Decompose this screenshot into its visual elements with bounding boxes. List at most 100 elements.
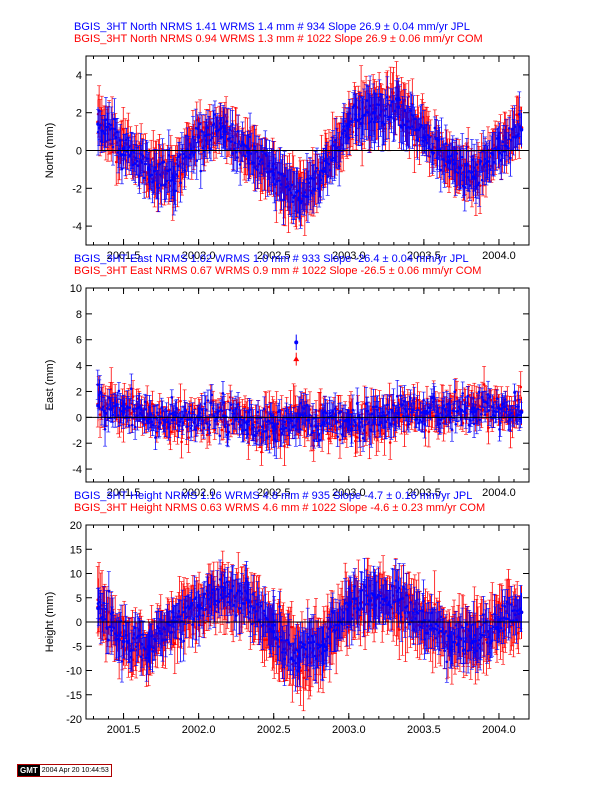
data-point	[338, 438, 342, 442]
data-point	[455, 152, 459, 155]
sample-point	[297, 197, 302, 202]
data-point	[420, 124, 424, 127]
data-point	[296, 189, 299, 193]
data-point	[168, 168, 171, 171]
plot-area	[96, 61, 524, 236]
y-tick-label: 4	[76, 70, 82, 82]
data-point	[184, 155, 187, 158]
data-point	[239, 144, 243, 147]
data-point	[213, 428, 217, 432]
data-point	[187, 156, 190, 159]
sample-point	[447, 160, 452, 164]
data-point	[217, 128, 221, 132]
sample-point	[171, 175, 175, 179]
data-point	[138, 174, 141, 178]
data-point	[291, 200, 295, 204]
data-point	[195, 159, 199, 163]
data-point	[315, 166, 319, 170]
data-point	[304, 195, 308, 198]
data-point	[358, 117, 362, 121]
data-point	[173, 426, 176, 429]
sample-point	[497, 146, 501, 151]
data-point	[331, 144, 335, 147]
data-point	[365, 99, 369, 102]
data-point	[177, 155, 180, 158]
data-point	[179, 181, 182, 185]
panel-east: BGIS_3HT East NRMS 1.02 WRMS 1.0 mm # 93…	[44, 253, 530, 499]
data-point	[390, 115, 393, 119]
panel-title-com: BGIS_3HT North NRMS 0.94 WRMS 1.3 mm # 1…	[74, 33, 483, 45]
data-point	[254, 167, 257, 170]
y-tick-label: 0	[76, 146, 82, 158]
sample-point	[471, 175, 476, 179]
data-point	[162, 160, 166, 164]
data-point	[303, 429, 307, 433]
data-point	[453, 406, 456, 410]
data-point	[492, 143, 496, 147]
data-point	[434, 137, 438, 141]
data-point	[165, 179, 168, 183]
data-point	[370, 117, 374, 121]
data-point	[109, 123, 113, 127]
sample-point	[422, 135, 426, 140]
data-point	[250, 152, 253, 155]
data-point	[459, 166, 463, 170]
data-point	[398, 124, 402, 127]
data-point	[210, 136, 214, 140]
data-point	[392, 91, 395, 94]
data-point	[319, 178, 322, 182]
data-point	[146, 157, 149, 160]
sample-point	[321, 169, 326, 174]
data-point	[314, 169, 317, 173]
data-point	[433, 126, 437, 130]
sample-point	[372, 110, 377, 115]
data-point	[509, 156, 512, 160]
data-point	[101, 129, 105, 133]
data-point	[236, 156, 239, 159]
data-point	[501, 140, 505, 144]
sample-point	[222, 129, 226, 134]
data-point	[213, 113, 217, 116]
data-point	[106, 125, 110, 129]
data-point	[181, 157, 184, 160]
y-tick-label: -4	[72, 221, 82, 233]
data-point	[335, 146, 338, 150]
data-point	[293, 194, 296, 197]
data-point	[480, 178, 484, 182]
data-point	[477, 181, 481, 185]
data-point	[511, 127, 514, 131]
data-point	[386, 118, 390, 121]
data-point	[303, 191, 306, 194]
data-point	[205, 133, 208, 137]
data-point	[454, 170, 458, 174]
data-point	[382, 123, 386, 126]
data-point	[375, 103, 379, 106]
data-point	[407, 95, 411, 98]
data-point	[518, 125, 522, 129]
sample-point	[396, 105, 401, 109]
data-point	[400, 126, 403, 129]
x-tick-label: 2002.0	[182, 250, 216, 262]
data-point	[488, 168, 492, 171]
data-point	[104, 118, 108, 121]
data-point	[398, 98, 402, 102]
data-point	[451, 158, 455, 162]
data-point	[460, 155, 464, 159]
data-point	[150, 173, 153, 177]
data-point	[133, 162, 137, 165]
data-point	[483, 157, 487, 161]
data-point	[207, 133, 211, 136]
data-point	[238, 163, 242, 166]
data-point	[220, 135, 224, 139]
data-point	[234, 150, 238, 154]
data-point	[505, 145, 509, 148]
data-point	[225, 120, 229, 123]
data-point	[475, 163, 479, 166]
data-point	[328, 168, 332, 172]
data-point	[406, 120, 409, 123]
data-point	[281, 172, 284, 175]
data-point	[283, 174, 286, 178]
data-point	[432, 151, 436, 155]
series-jpl	[96, 75, 524, 229]
panel-north: BGIS_3HT North NRMS 1.41 WRMS 1.4 mm # 9…	[44, 21, 530, 262]
